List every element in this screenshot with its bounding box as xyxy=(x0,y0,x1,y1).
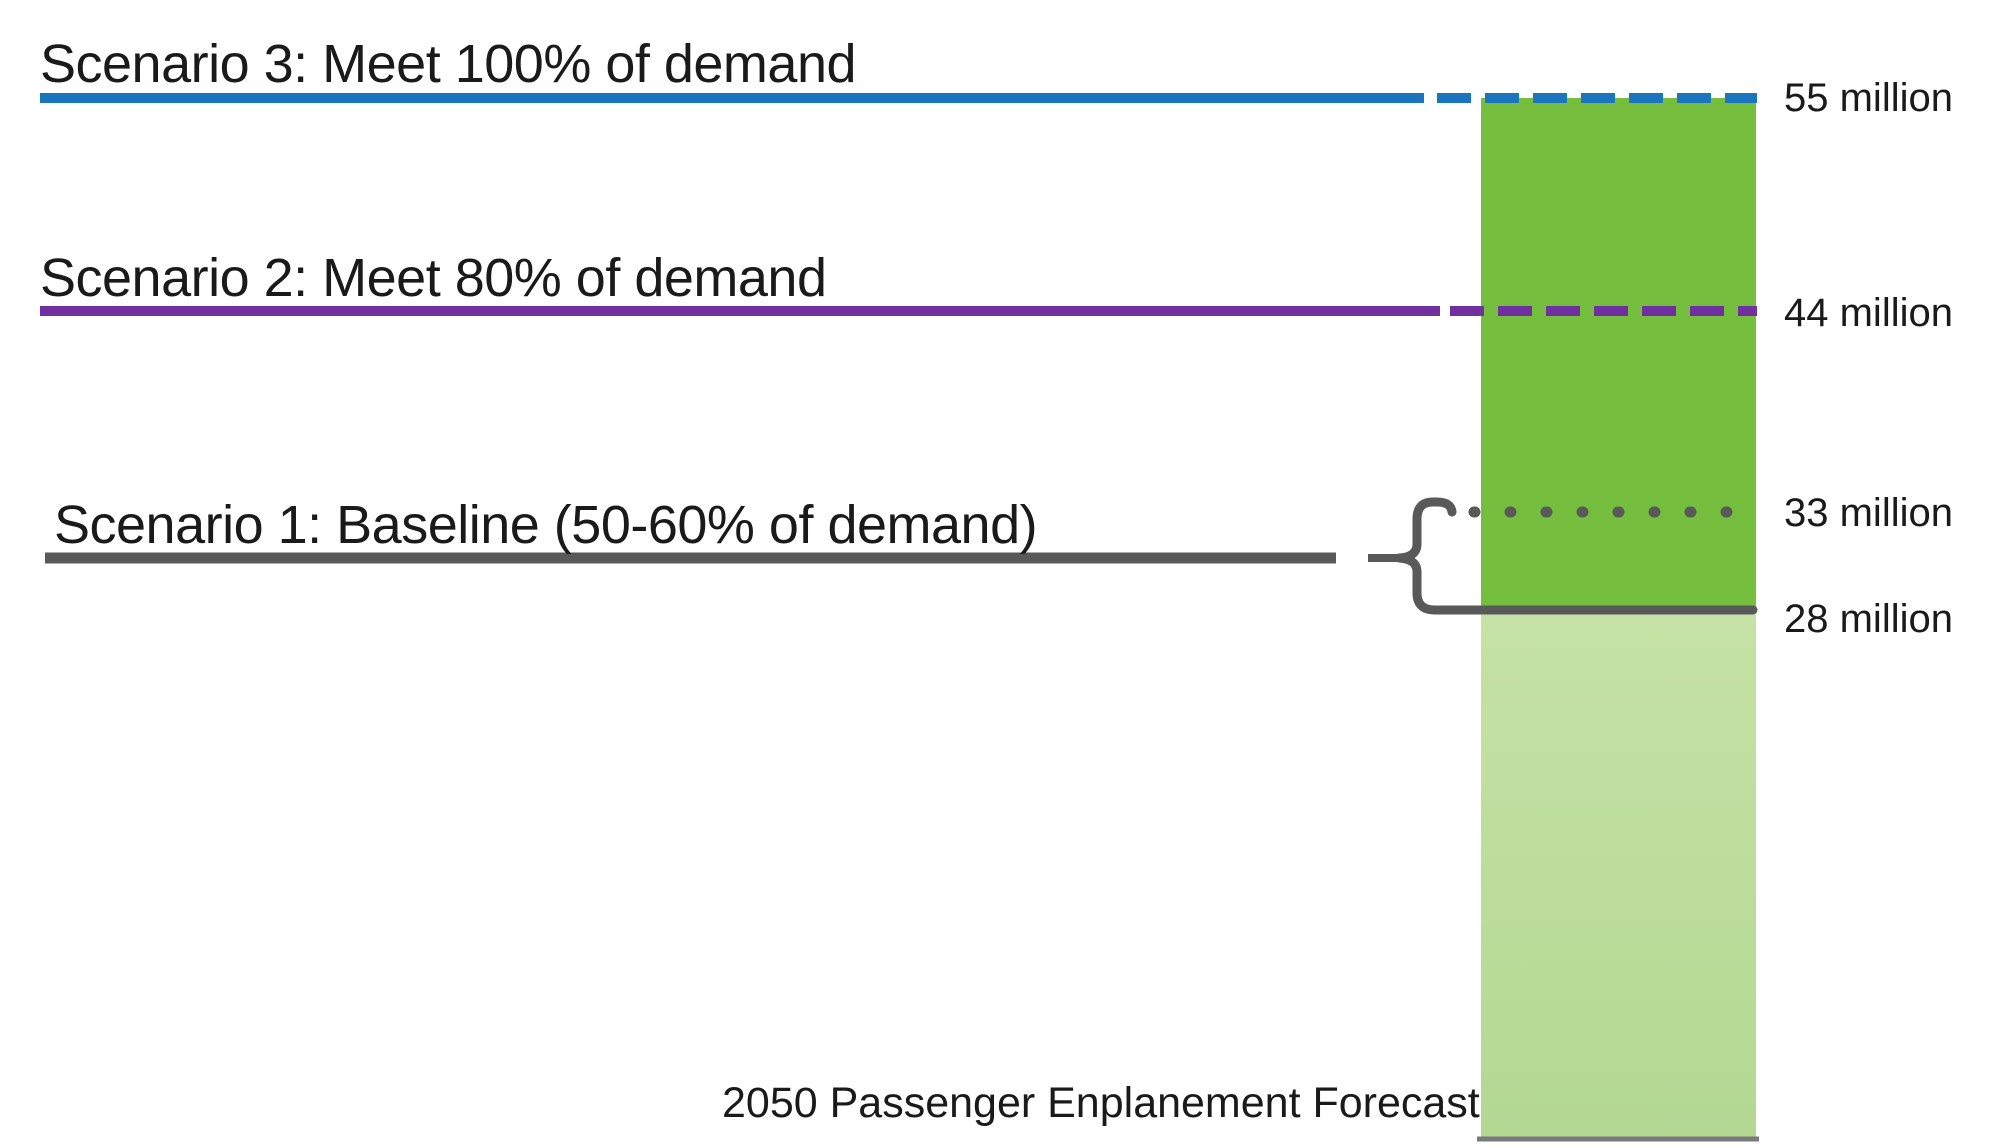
value-label-33-million: 33 million xyxy=(1784,491,1953,535)
forecast-bar-upper-segment xyxy=(1481,98,1756,610)
forecast-bar-lower-segment xyxy=(1481,610,1756,1138)
chart-caption: 2050 Passenger Enplanement Forecast xyxy=(722,1079,1480,1127)
value-label-28-million: 28 million xyxy=(1784,597,1953,641)
scenario1-range-brace xyxy=(1394,497,1758,615)
scenario2-title: Scenario 2: Meet 80% of demand xyxy=(40,248,827,308)
scenario3-title: Scenario 3: Meet 100% of demand xyxy=(40,34,857,94)
value-label-44-million: 44 million xyxy=(1784,291,1953,335)
scenario1-title: Scenario 1: Baseline (50-60% of demand) xyxy=(54,495,1038,555)
value-label-55-million: 55 million xyxy=(1784,76,1953,120)
